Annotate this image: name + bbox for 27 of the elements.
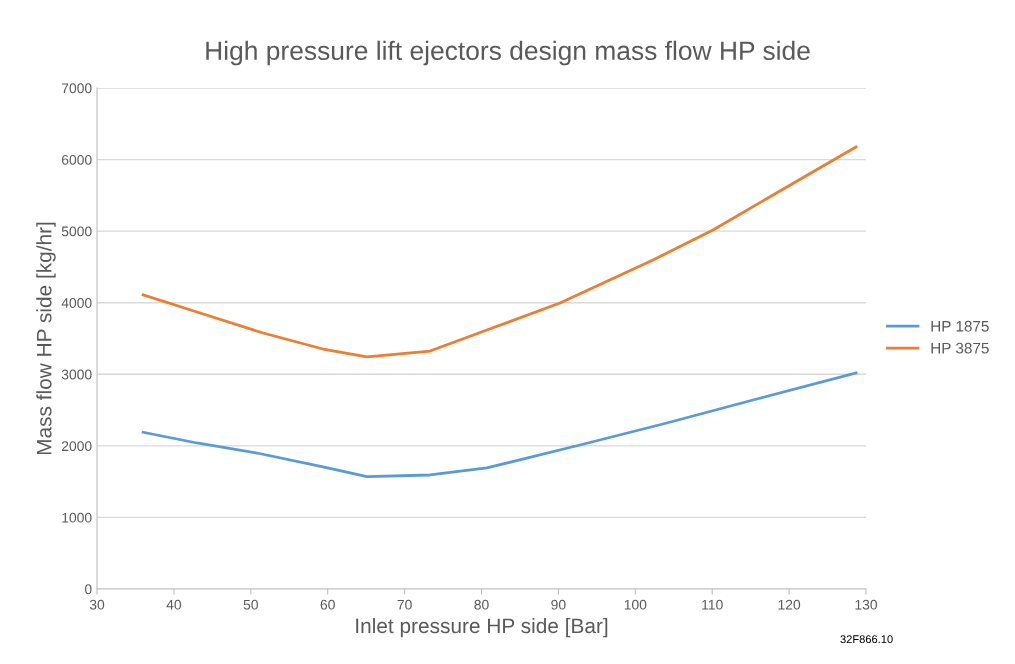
chart-title: High pressure lift ejectors design mass flow HP side — [206, 40, 810, 66]
x-tick-label: 110 — [702, 599, 723, 610]
x-tick-label: 100 — [624, 599, 647, 610]
y-tick-label: 7000 — [61, 83, 92, 94]
x-tick-label: 120 — [778, 599, 801, 610]
x-tick-label: 70 — [397, 599, 412, 610]
x-axis-title: Inlet pressure HP side [Bar] — [356, 617, 608, 638]
y-tick-label: 4000 — [61, 298, 92, 308]
x-tick-label: 30 — [89, 599, 105, 610]
y-tick-label: 3000 — [61, 369, 92, 380]
y-tick-label: 5000 — [61, 226, 92, 237]
y-tick-label: 2000 — [61, 441, 92, 452]
legend-label: HP 1875 — [931, 320, 989, 332]
x-tick-label: 60 — [320, 599, 335, 610]
y-axis-title: Mass flow HP side [kg/hr] — [36, 222, 56, 455]
x-tick-label: 50 — [243, 599, 258, 610]
text: 32F866.10 — [840, 635, 893, 644]
y-tick-label: 6000 — [61, 154, 92, 165]
y-tick-label: 0 — [84, 584, 92, 595]
x-tick-label: 130 — [855, 599, 878, 610]
line-series — [141, 371, 858, 479]
legend-label: HP 3875 — [931, 342, 989, 354]
x-tick-label: 40 — [166, 599, 182, 610]
x-tick-label: 90 — [551, 599, 566, 610]
line-series — [141, 145, 858, 359]
y-tick-label: 1000 — [62, 512, 92, 523]
x-tick-label: 80 — [474, 599, 489, 610]
